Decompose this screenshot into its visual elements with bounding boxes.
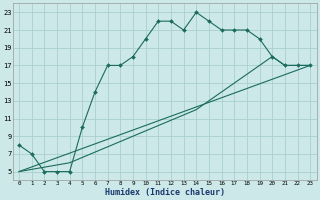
X-axis label: Humidex (Indice chaleur): Humidex (Indice chaleur) <box>105 188 225 197</box>
